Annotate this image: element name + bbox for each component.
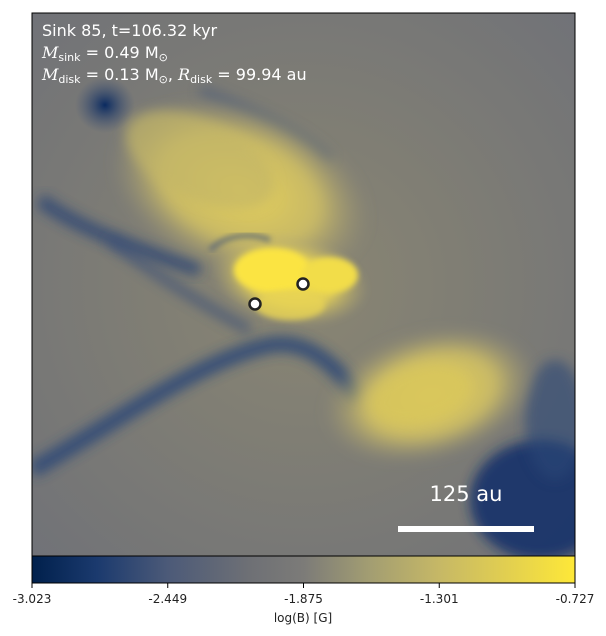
sink-mass: Msink = 0.49 M⊙ <box>42 43 168 64</box>
scale-bar <box>398 526 534 532</box>
colorbar-tick-label: -0.727 <box>555 592 595 606</box>
scale-bar-label: 125 au <box>429 482 503 506</box>
colorbar-tick-label: -1.875 <box>284 592 323 606</box>
sink-marker <box>296 277 310 291</box>
colorbar <box>31 555 576 588</box>
disk-info: Mdisk = 0.13 M⊙, Rdisk = 99.94 au <box>42 65 307 86</box>
colorbar-tick-label: -2.449 <box>148 592 188 606</box>
field-map <box>32 13 575 556</box>
colorbar-tick-label: -3.023 <box>12 592 52 606</box>
colorbar-label: log(B) [G] <box>273 611 333 625</box>
colorbar-tick-label: -1.301 <box>419 592 459 606</box>
sink-marker <box>248 297 262 311</box>
sink-title: Sink 85, t=106.32 kyr <box>42 21 218 40</box>
